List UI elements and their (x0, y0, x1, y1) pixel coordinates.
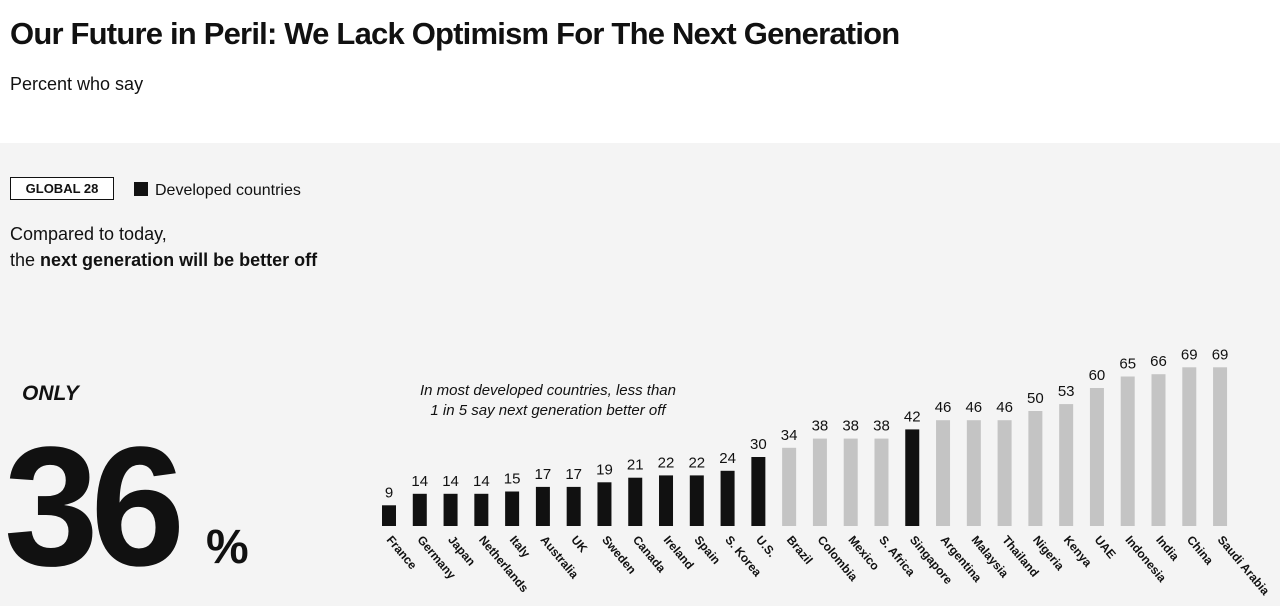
panel (0, 143, 1280, 606)
data-label: 69 (1181, 346, 1198, 363)
data-label: 66 (1150, 353, 1167, 370)
data-label: 38 (812, 418, 829, 435)
data-label: 42 (904, 408, 921, 425)
annotation: 1 in 5 say next generation better off (430, 402, 667, 419)
data-label: 46 (996, 399, 1013, 416)
data-label: 60 (1089, 367, 1106, 384)
bar (443, 493, 458, 526)
data-label: 46 (965, 399, 982, 416)
data-label: 17 (535, 466, 552, 483)
bar (966, 420, 981, 526)
question-line: Compared to today, (10, 224, 167, 244)
data-label: 9 (385, 484, 393, 501)
bar (812, 438, 827, 526)
bar (843, 438, 858, 526)
data-label: 19 (596, 461, 613, 478)
data-label: 17 (565, 466, 582, 483)
bar (1213, 367, 1228, 526)
data-label: 65 (1119, 356, 1136, 373)
badge-box (10, 177, 114, 200)
data-label: 38 (842, 418, 859, 435)
annotation: In most developed countries, less than (420, 382, 676, 399)
headline-unit: % (206, 521, 249, 574)
bar (874, 438, 889, 526)
headline-prefix: ONLY (22, 382, 81, 405)
legend-label: Developed countries (155, 182, 301, 199)
bar (412, 493, 427, 526)
data-label: 14 (411, 473, 428, 490)
bar (751, 457, 766, 526)
data-label: 14 (442, 473, 459, 490)
bar (689, 475, 704, 526)
bar (505, 491, 520, 526)
data-label: 53 (1058, 383, 1075, 400)
data-label: 69 (1212, 346, 1229, 363)
data-label: 24 (719, 450, 736, 467)
data-label: 22 (658, 454, 675, 471)
bar (936, 420, 951, 526)
bar (382, 505, 396, 526)
bar (1120, 376, 1135, 526)
bar (628, 477, 643, 526)
bar (1028, 411, 1043, 526)
bar (474, 493, 489, 526)
data-label: 34 (781, 427, 798, 444)
question-line: the next generation will be better off (10, 250, 318, 270)
badge: GLOBAL 28 (26, 181, 99, 196)
bar (1182, 367, 1197, 526)
bar (905, 429, 920, 526)
bar (535, 486, 550, 526)
bar (659, 475, 674, 526)
headline-value: 36 (4, 412, 180, 602)
data-label: 46 (935, 399, 952, 416)
question-bold: next generation will be better off (40, 250, 318, 270)
bar (720, 470, 735, 526)
data-label: 22 (688, 454, 705, 471)
bar (597, 482, 612, 526)
data-label: 21 (627, 457, 644, 474)
title: Our Future in Peril: We Lack Optimism Fo… (10, 16, 899, 51)
subtitle: Percent who say (10, 74, 143, 94)
data-label: 30 (750, 436, 767, 453)
question-prefix: the (10, 250, 35, 270)
bar (782, 447, 797, 526)
bar (1151, 374, 1166, 526)
bar (566, 486, 581, 526)
data-label: 14 (473, 473, 490, 490)
data-label: 15 (504, 471, 521, 488)
bar (1059, 404, 1074, 526)
data-label: 50 (1027, 390, 1044, 407)
bar (997, 420, 1012, 526)
legend-swatch (134, 182, 148, 196)
bar (1089, 388, 1104, 526)
data-label: 38 (873, 418, 890, 435)
